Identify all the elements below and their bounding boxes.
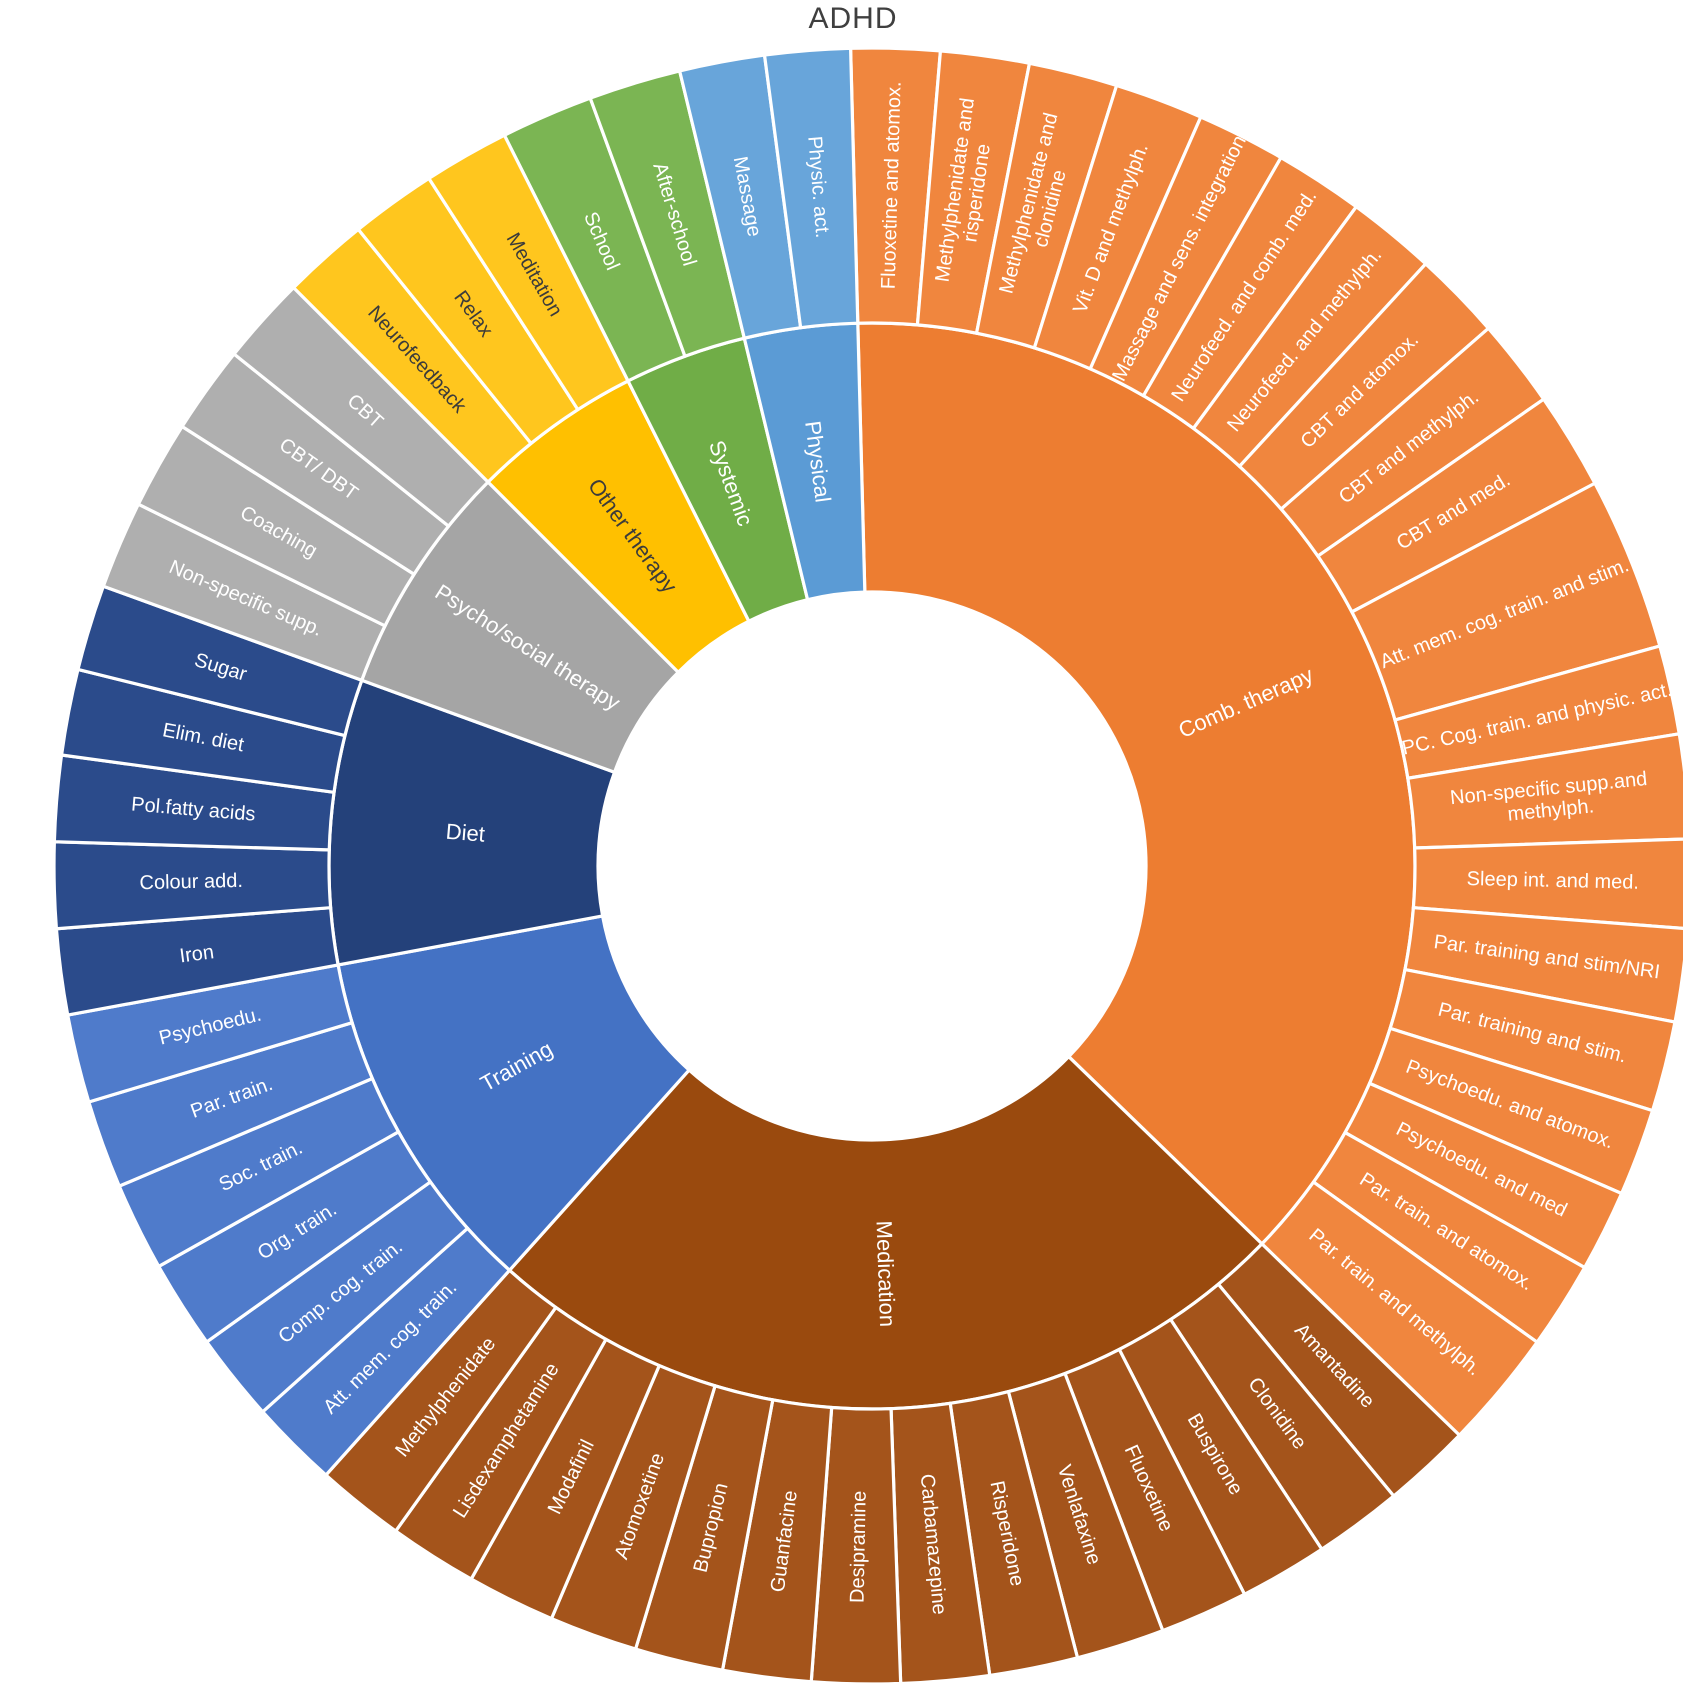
- category-label-diet: Diet: [445, 818, 486, 846]
- chart-title: ADHD: [808, 2, 898, 35]
- segment-label-sleep-int-and-med: Sleep int. and med.: [1466, 868, 1639, 894]
- segment-physic-act: [762, 46, 860, 330]
- category-label-medication: Medication: [872, 1220, 901, 1327]
- segment-label-colour-add: Colour add.: [139, 870, 243, 894]
- segment-label-desipramine: Desipramine: [847, 1491, 871, 1604]
- segment-label-iron: Iron: [178, 941, 215, 967]
